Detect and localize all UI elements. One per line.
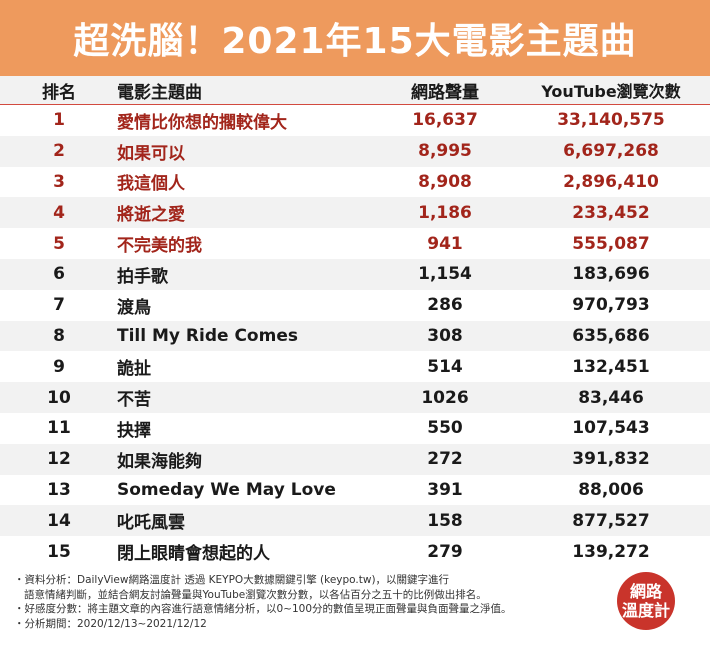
title-cell: 將逝之愛: [117, 205, 185, 226]
table-row: 10 不苦 1026 83,446: [0, 382, 710, 413]
table-row: 6 拍手歌 1,154 183,696: [0, 258, 710, 290]
volume-cell: 514: [427, 356, 463, 377]
header-rank: 排名: [42, 82, 76, 103]
table-row: 2 如果可以 8,995 6,697,268: [0, 135, 710, 167]
views-cell: 555,087: [572, 233, 650, 254]
table-row: 14 叱吒風雲 158 877,527: [0, 505, 710, 537]
views-cell: 107,543: [572, 418, 650, 439]
table-row: 12 如果海能夠 272 391,832: [0, 443, 710, 475]
title-cell: 拍手歌: [117, 266, 168, 287]
rank-cell: 1: [53, 110, 65, 131]
views-cell: 877,527: [572, 510, 650, 531]
volume-cell: 279: [427, 541, 463, 562]
volume-cell: 941: [427, 233, 463, 254]
rank-cell: 6: [53, 264, 65, 285]
rank-cell: 3: [53, 171, 65, 192]
footnote-period: ・分析期間：2020/12/13~2021/12/12: [14, 617, 207, 630]
rank-cell: 10: [47, 387, 71, 408]
title-cell: 叱吒風雲: [117, 513, 185, 534]
views-cell: 183,696: [572, 264, 650, 285]
rank-cell: 13: [47, 479, 71, 500]
table-row: 13 Someday We May Love 391 88,006: [0, 475, 710, 506]
rank-cell: 8: [53, 325, 65, 346]
table-row: 15 閉上眼睛會想起的人 279 139,272: [0, 536, 710, 567]
page-title: 超洗腦！2021年15大電影主題曲: [73, 21, 637, 62]
footnote-source: ・資料分析：DailyView網路溫度計 透過 KEYPO大數據關鍵引擎 (ke…: [14, 574, 450, 586]
rank-cell: 12: [47, 449, 71, 470]
rank-cell: 15: [47, 541, 71, 562]
volume-cell: 1,154: [418, 264, 472, 285]
title-cell: 如果可以: [117, 143, 185, 164]
title-cell: 我這個人: [117, 174, 185, 195]
table-header: 排名 電影主題曲 網路聲量 YouTube瀏覽次數: [0, 76, 710, 105]
views-cell: 970,793: [572, 295, 650, 316]
rank-cell: 9: [53, 356, 65, 377]
title-cell: 抉擇: [117, 420, 151, 441]
views-cell: 132,451: [572, 356, 650, 377]
volume-cell: 391: [427, 479, 463, 500]
table-row: 4 將逝之愛 1,186 233,452: [0, 197, 710, 229]
title-cell: 愛情比你想的擱較偉大: [117, 112, 287, 133]
views-cell: 391,832: [572, 449, 650, 470]
volume-cell: 286: [427, 295, 463, 316]
logo-line2: 溫度計: [621, 601, 670, 620]
views-cell: 635,686: [572, 325, 650, 346]
rank-cell: 2: [53, 141, 65, 162]
volume-cell: 272: [427, 449, 463, 470]
title-cell: 閉上眼睛會想起的人: [117, 544, 270, 565]
table-row: 8 Till My Ride Comes 308 635,686: [0, 320, 710, 352]
rank-cell: 5: [53, 233, 65, 254]
table-row: 3 我這個人 8,908 2,896,410: [0, 167, 710, 198]
volume-cell: 1026: [421, 387, 469, 408]
header-title: 電影主題曲: [117, 82, 202, 103]
volume-cell: 550: [427, 418, 463, 439]
views-cell: 233,452: [572, 202, 650, 223]
footnotes: ・資料分析：DailyView網路溫度計 透過 KEYPO大數據關鍵引擎 (ke…: [14, 573, 604, 631]
table-row: 7 渡鳥 286 970,793: [0, 290, 710, 321]
volume-cell: 308: [427, 325, 463, 346]
title-cell: 不完美的我: [117, 236, 202, 257]
views-cell: 139,272: [572, 541, 650, 562]
table-row: 11 抉擇 550 107,543: [0, 413, 710, 444]
rank-cell: 14: [47, 510, 71, 531]
volume-cell: 158: [427, 510, 463, 531]
title-cell: 詭扯: [117, 359, 151, 380]
views-cell: 6,697,268: [563, 141, 659, 162]
views-cell: 88,006: [578, 479, 644, 500]
title-cell: Till My Ride Comes: [117, 325, 298, 346]
title-cell: 不苦: [117, 390, 151, 411]
volume-cell: 8,995: [418, 141, 472, 162]
volume-cell: 1,186: [418, 202, 472, 223]
table-row: 9 詭扯 514 132,451: [0, 351, 710, 382]
dailyview-logo: 網路 溫度計: [617, 572, 675, 630]
volume-cell: 8,908: [418, 171, 472, 192]
views-cell: 2,896,410: [563, 171, 659, 192]
ranking-table: 排名 電影主題曲 網路聲量 YouTube瀏覽次數 1 愛情比你想的擱較偉大 16,…: [0, 76, 710, 567]
header-views: YouTube瀏覽次數: [541, 82, 681, 101]
table-row: 5 不完美的我 941 555,087: [0, 228, 710, 259]
header-volume: 網路聲量: [411, 82, 479, 103]
title-cell: 渡鳥: [117, 297, 151, 318]
title-banner: 超洗腦！2021年15大電影主題曲: [0, 0, 710, 76]
rank-cell: 11: [47, 418, 71, 439]
table-row: 1 愛情比你想的擱較偉大 16,637 33,140,575: [0, 105, 710, 136]
rank-cell: 4: [53, 202, 65, 223]
views-cell: 33,140,575: [557, 110, 665, 131]
rank-cell: 7: [53, 295, 65, 316]
title-cell: 如果海能夠: [117, 451, 202, 472]
title-cell: Someday We May Love: [117, 479, 336, 500]
footnote-source-cont: 語意情緒判斷，並結合網友討論聲量與YouTube瀏覽次數分數，以各佔百分之五十的…: [24, 588, 487, 601]
views-cell: 83,446: [578, 387, 644, 408]
volume-cell: 16,637: [412, 110, 478, 131]
footnote-score: ・好感度分數：將主題文章的內容進行語意情緒分析，以0~100分的數值呈現正面聲量…: [14, 603, 512, 615]
logo-line1: 網路: [629, 582, 662, 601]
